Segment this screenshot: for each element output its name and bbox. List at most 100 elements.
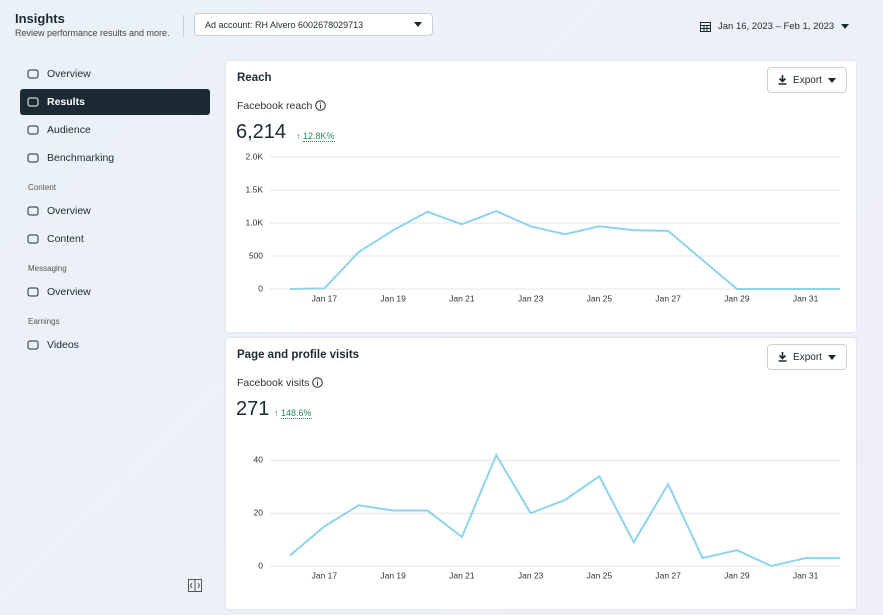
item-label: Content (47, 233, 84, 245)
caret (827, 354, 836, 360)
item-icon (27, 153, 39, 163)
metric-value: 271 (236, 398, 270, 420)
x-tick-label: Jan 17 (312, 570, 338, 580)
x-tick-label: Jan 23 (518, 293, 544, 303)
item-icon (27, 206, 39, 216)
sidebar-item[interactable]: Videos (20, 332, 210, 358)
metric-change: ↑ 148.6% (274, 408, 312, 419)
item-label: Results (47, 96, 85, 108)
icon-shape (312, 377, 324, 388)
icon-shape (27, 206, 39, 216)
export-label: Export (793, 351, 822, 363)
y-tick-label: 1.0K (246, 217, 264, 227)
date-range-label: Jan 16, 2023 – Feb 1, 2023 (718, 20, 835, 32)
item-icon (27, 287, 39, 297)
y-tick-label: 0 (258, 283, 263, 293)
ad-account-label: Ad account: RH Alvero 6002678029713 (205, 19, 364, 30)
icon-shape (27, 97, 39, 107)
icon-shape (827, 77, 836, 83)
section-heading: Messaging (28, 264, 67, 273)
icon-shape (27, 234, 39, 244)
icon-shape (778, 75, 787, 85)
download-icon (778, 75, 787, 85)
panel-title: Reach (237, 72, 272, 84)
info-icon (315, 100, 327, 111)
calendar-icon (700, 21, 711, 32)
data-line (289, 452, 840, 568)
sidebar-item[interactable]: Overview (20, 198, 210, 224)
metric-value: 6,214 (236, 121, 287, 143)
sidebar-item[interactable]: Benchmarking (20, 145, 210, 171)
caret (414, 22, 422, 27)
icon-shape (315, 100, 327, 111)
chart: 0 20 40 Jan 17 Jan 19 Jan 21 Jan 23 Jan 25 Jan 2… (254, 452, 840, 580)
metric-label: Facebook visits (237, 377, 324, 389)
panel-title: Page and profile visits (237, 349, 360, 361)
x-tick-label: Jan 31 (793, 570, 819, 580)
icon-shape (27, 287, 39, 297)
chart: 0 500 1.0K 1.5K 2.0K Jan 17 Jan 19 Jan 21 Jan 23… (246, 151, 840, 303)
page-subtitle: Review performance results and more. (15, 28, 170, 38)
x-tick-label: Jan 27 (655, 570, 681, 580)
item-icon (27, 234, 39, 244)
page-title: Insights (15, 11, 65, 26)
export-button[interactable]: Export (767, 344, 847, 370)
item-icon (27, 125, 39, 135)
icon-shape (27, 69, 39, 79)
item-label: Overview (47, 205, 91, 217)
divider (183, 15, 184, 37)
section-heading: Content (28, 183, 57, 192)
metric-label-text: Facebook reach (237, 100, 313, 112)
sidebar-item[interactable]: Audience (20, 117, 210, 143)
x-tick-label: Jan 21 (449, 570, 475, 580)
metric-label-text: Facebook visits (237, 377, 310, 389)
ad-account-dropdown[interactable]: Ad account: RH Alvero 6002678029713 (194, 13, 433, 36)
caret (827, 77, 836, 83)
metric-change-value: 148.6% (281, 408, 312, 419)
section-heading: Earnings (28, 317, 60, 326)
y-tick-label: 1.5K (246, 184, 264, 194)
download-icon (778, 352, 787, 362)
x-tick-label: Jan 25 (587, 293, 613, 303)
x-tick-label: Jan 25 (587, 570, 613, 580)
y-tick-label: 20 (254, 507, 264, 517)
item-label: Overview (47, 68, 91, 80)
x-tick-label: Jan 23 (518, 570, 544, 580)
collapse-sidebar[interactable] (188, 579, 202, 592)
x-tick-label: Jan 17 (312, 293, 338, 303)
icon-shape (27, 125, 39, 135)
item-icon (27, 340, 39, 350)
item-label: Benchmarking (47, 152, 115, 164)
item-label: Videos (47, 339, 79, 351)
y-tick-label: 500 (249, 250, 263, 260)
chart-panel: Page and profile visits Export Facebook vi… (226, 338, 856, 609)
export-label: Export (793, 74, 822, 86)
caret (841, 23, 850, 29)
item-icon (27, 69, 39, 79)
y-tick-label: 40 (254, 455, 264, 465)
metric-change: ↑ 12.8K% (296, 131, 335, 142)
x-tick-label: Jan 27 (655, 293, 681, 303)
sidebar-item[interactable]: Results (20, 89, 210, 115)
x-tick-label: Jan 29 (724, 293, 750, 303)
item-label: Overview (47, 286, 91, 298)
item-label: Audience (47, 124, 91, 136)
x-tick-label: Jan 31 (793, 293, 819, 303)
date-range-picker[interactable]: Jan 16, 2023 – Feb 1, 2023 (700, 18, 850, 34)
x-tick-label: Jan 21 (449, 293, 475, 303)
chart-panel: Reach Export Facebook reach 6,214 ↑ 12.8K% (226, 61, 856, 332)
sidebar-item[interactable]: Overview (20, 61, 210, 87)
icon-shape (27, 340, 39, 350)
x-tick-label: Jan 29 (724, 570, 750, 580)
data-line (289, 210, 840, 290)
icon-shape (827, 354, 836, 360)
y-tick-label: 0 (258, 560, 263, 570)
icon-shape (27, 153, 39, 163)
y-tick-label: 2.0K (246, 151, 264, 161)
metric-change-value: 12.8K% (303, 131, 335, 142)
export-button[interactable]: Export (767, 67, 847, 93)
sidebar-item[interactable]: Content (20, 226, 210, 252)
info-icon (312, 377, 324, 388)
sidebar-item[interactable]: Overview (20, 279, 210, 305)
